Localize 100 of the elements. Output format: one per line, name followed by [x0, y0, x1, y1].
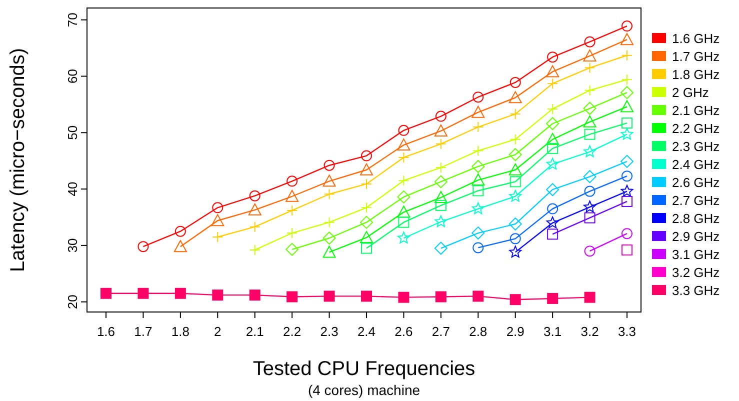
point — [620, 100, 634, 112]
point — [584, 62, 596, 74]
point — [360, 216, 373, 229]
x-tick-label: 2.6 — [394, 324, 413, 339]
point — [397, 206, 410, 218]
point — [622, 228, 632, 240]
point — [212, 202, 224, 214]
point — [361, 150, 372, 162]
legend-label: 2.2 GHz — [672, 121, 720, 136]
point — [546, 216, 559, 228]
point — [472, 174, 485, 186]
point — [322, 232, 336, 245]
point — [138, 288, 149, 299]
x-tick-label: 2.9 — [506, 324, 524, 339]
point — [324, 160, 335, 171]
point — [472, 145, 484, 156]
legend-label: 2.4 GHz — [672, 157, 720, 172]
point — [509, 246, 522, 258]
point — [510, 176, 521, 188]
point — [584, 200, 596, 212]
point — [398, 216, 410, 228]
point — [138, 241, 149, 252]
point — [322, 174, 336, 187]
x-tick-label: 3.3 — [618, 324, 636, 339]
point — [174, 288, 186, 299]
point — [398, 232, 410, 244]
x-tick-label: 2 — [214, 324, 222, 339]
point — [622, 20, 632, 32]
x-tick-label: 1.6 — [96, 324, 116, 339]
legend-label: 2.7 GHz — [672, 193, 720, 208]
y-tick-label: 40 — [65, 182, 80, 196]
point — [508, 148, 522, 162]
point — [546, 65, 560, 78]
y-tick-label: 50 — [65, 125, 80, 140]
y-axis-title: Latency (micro−seconds) — [7, 48, 29, 272]
point — [547, 52, 558, 63]
point — [622, 196, 632, 207]
point — [435, 291, 446, 302]
point — [510, 233, 521, 244]
point — [584, 246, 596, 257]
legend-label: 2 GHz — [672, 85, 709, 100]
point — [584, 186, 596, 197]
point — [620, 154, 634, 168]
point — [212, 290, 224, 301]
legend-label: 2.9 GHz — [672, 229, 720, 244]
point — [249, 244, 260, 256]
point — [622, 170, 632, 182]
point — [435, 200, 446, 211]
legend-label: 1.8 GHz — [672, 67, 720, 82]
legend-label: 1.7 GHz — [672, 49, 720, 64]
point — [286, 204, 298, 216]
legend-label: 1.6 GHz — [672, 31, 720, 46]
point — [622, 118, 632, 129]
point — [472, 290, 484, 302]
point — [472, 185, 484, 196]
y-tick-label: 70 — [65, 12, 80, 28]
point — [622, 244, 632, 256]
point — [583, 115, 596, 128]
point — [546, 183, 560, 196]
x-tick-label: 2.8 — [469, 324, 488, 339]
point — [510, 76, 521, 88]
point — [583, 102, 596, 115]
point — [547, 203, 558, 214]
point — [434, 175, 448, 188]
point — [546, 132, 560, 145]
text: (4 cores) machine — [308, 382, 420, 398]
point — [510, 294, 521, 306]
point — [398, 292, 410, 303]
x-tick-label: 1.8 — [171, 324, 190, 339]
point — [620, 33, 634, 46]
point — [583, 49, 596, 62]
point — [435, 110, 446, 122]
point — [249, 290, 260, 301]
point — [620, 86, 634, 100]
point — [211, 214, 224, 226]
point — [508, 91, 522, 104]
point — [472, 202, 484, 214]
point — [398, 175, 410, 186]
point — [547, 78, 558, 90]
point — [100, 288, 112, 299]
x-tick-label: 2.1 — [246, 324, 264, 339]
point — [472, 226, 485, 240]
x-tick-label: 3.1 — [544, 324, 562, 339]
legend-label: 2.6 GHz — [672, 175, 720, 190]
point — [434, 242, 448, 255]
point — [509, 190, 522, 202]
point — [398, 124, 410, 136]
point — [174, 240, 187, 252]
point — [472, 106, 485, 118]
point — [249, 190, 260, 202]
legend-label: 2.8 GHz — [672, 211, 720, 226]
point — [622, 50, 632, 61]
point — [622, 74, 632, 86]
x-tick-label: 2.2 — [283, 324, 302, 339]
point — [434, 124, 448, 136]
point — [398, 152, 410, 163]
point — [286, 291, 298, 302]
point — [584, 292, 596, 303]
point — [584, 84, 596, 96]
legend-label: 2.1 GHz — [672, 103, 720, 118]
